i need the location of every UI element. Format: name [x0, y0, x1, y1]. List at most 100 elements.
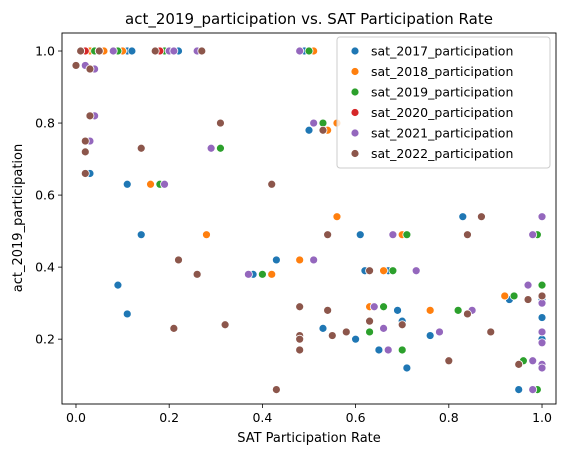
- point-sat-2021-participation-8: [169, 46, 179, 56]
- point-sat-2022-participation-2: [80, 136, 90, 146]
- point-sat-2017-participation-20: [355, 230, 365, 240]
- legend-label: sat_2021_participation: [371, 126, 513, 141]
- y-tick-label: 0.2: [35, 332, 55, 347]
- x-tick-label: 0.4: [252, 410, 272, 425]
- point-sat-2021-participation-11: [160, 179, 169, 189]
- point-sat-2021-participation-12: [206, 143, 216, 153]
- point-sat-2017-participation-6: [127, 46, 137, 56]
- legend-label: sat_2019_participation: [371, 85, 513, 100]
- point-sat-2022-participation-1: [76, 46, 86, 56]
- point-sat-2017-participation-24: [402, 363, 412, 373]
- point-sat-2022-participation-25: [327, 331, 337, 340]
- point-sat-2019-participation-10: [379, 302, 388, 312]
- point-sat-2018-participation-8: [295, 255, 305, 265]
- point-sat-2021-participation-21: [411, 266, 421, 276]
- point-sat-2018-participation-5: [146, 179, 155, 189]
- y-axis-label: act_2019_participation: [11, 144, 26, 292]
- point-sat-2021-participation-18: [379, 323, 388, 333]
- point-sat-2022-participation-4: [80, 169, 90, 178]
- point-sat-2022-participation-12: [174, 255, 183, 265]
- point-sat-2022-participation-8: [150, 46, 160, 56]
- point-sat-2022-participation-7: [94, 46, 104, 56]
- point-sat-2017-participation-16: [271, 255, 281, 265]
- point-sat-2022-participation-15: [220, 320, 230, 330]
- legend-marker: [350, 149, 360, 158]
- legend: sat_2017_participation sat_2018_participa…: [336, 36, 551, 169]
- point-sat-2022-participation-5: [85, 111, 95, 121]
- point-sat-2019-participation-9: [365, 327, 374, 337]
- point-sat-2017-participation-12: [113, 280, 123, 290]
- x-tick-label: 0.6: [346, 410, 366, 425]
- point-sat-2019-participation-13: [402, 230, 412, 240]
- legend-marker: [350, 108, 360, 117]
- point-sat-2021-participation-30: [537, 327, 547, 337]
- point-sat-2022-participation-11: [216, 118, 225, 128]
- point-sat-2021-participation-25: [523, 280, 533, 290]
- point-sat-2022-participation-30: [444, 356, 454, 366]
- point-sat-2022-participation-24: [323, 305, 333, 315]
- data-points: [71, 46, 547, 394]
- point-sat-2017-participation-18: [351, 334, 361, 344]
- point-sat-2022-participation-22: [318, 125, 328, 135]
- point-sat-2022-participation-21: [295, 345, 305, 355]
- point-sat-2022-participation-37: [537, 291, 547, 301]
- point-sat-2022-participation-0: [71, 61, 81, 70]
- y-tick-label: 0.6: [35, 188, 55, 203]
- point-sat-2022-participation-16: [267, 179, 277, 189]
- point-sat-2019-participation-6: [216, 143, 225, 153]
- point-sat-2022-participation-35: [514, 359, 524, 369]
- point-sat-2022-participation-10: [136, 143, 146, 153]
- point-sat-2017-participation-22: [393, 305, 402, 315]
- point-sat-2022-participation-3: [80, 147, 90, 157]
- point-sat-2021-participation-15: [309, 118, 319, 128]
- legend-marker: [350, 128, 360, 138]
- point-sat-2021-participation-28: [537, 212, 547, 222]
- point-sat-2019-participation-19: [537, 280, 547, 290]
- point-sat-2017-participation-17: [318, 323, 328, 333]
- point-sat-2017-participation-14: [304, 125, 314, 135]
- point-sat-2022-participation-27: [365, 266, 374, 276]
- legend-marker: [350, 87, 360, 97]
- point-sat-2019-participation-7: [257, 269, 267, 279]
- point-sat-2021-participation-33: [537, 363, 547, 373]
- x-axis-label: SAT Participation Rate: [237, 431, 381, 446]
- point-sat-2021-participation-14: [309, 255, 319, 265]
- point-sat-2021-participation-27: [528, 385, 538, 394]
- point-sat-2022-participation-32: [463, 309, 472, 319]
- plot-frame: [61, 32, 557, 405]
- point-sat-2022-participation-20: [295, 334, 305, 344]
- y-tick-label: 0.4: [35, 260, 55, 275]
- point-sat-2017-participation-21: [374, 345, 384, 355]
- point-sat-2017-participation-33: [537, 313, 547, 322]
- x-tick-label: 1.0: [532, 410, 552, 425]
- point-sat-2022-participation-36: [523, 295, 533, 304]
- point-sat-2019-participation-4: [304, 46, 314, 56]
- point-sat-2018-participation-16: [500, 291, 510, 301]
- point-sat-2022-participation-34: [486, 327, 496, 337]
- point-sat-2022-participation-33: [477, 212, 486, 222]
- y-tick-label: 0.8: [35, 116, 55, 131]
- point-sat-2021-participation-26: [528, 356, 538, 366]
- legend-frame: [336, 36, 551, 169]
- x-tick-label: 0.0: [66, 410, 86, 425]
- point-sat-2022-participation-13: [192, 269, 202, 279]
- point-sat-2018-participation-13: [379, 266, 388, 276]
- point-sat-2021-participation-31: [537, 338, 547, 348]
- point-sat-2019-participation-11: [388, 266, 398, 276]
- point-sat-2022-participation-14: [169, 323, 179, 333]
- point-sat-2022-participation-26: [341, 327, 351, 337]
- point-sat-2022-participation-29: [397, 320, 407, 330]
- point-sat-2017-participation-11: [136, 230, 146, 240]
- point-sat-2017-participation-10: [122, 179, 132, 189]
- point-sat-2022-participation-23: [323, 230, 333, 240]
- legend-label: sat_2022_participation: [371, 146, 513, 161]
- point-sat-2019-participation-14: [453, 305, 463, 315]
- point-sat-2021-participation-6: [108, 46, 118, 56]
- point-sat-2018-participation-7: [267, 269, 277, 279]
- point-sat-2022-participation-28: [365, 316, 374, 326]
- point-sat-2017-participation-27: [458, 212, 468, 222]
- point-sat-2021-participation-20: [388, 230, 398, 240]
- x-tick-label: 0.8: [439, 410, 459, 425]
- x-tick-label: 0.2: [159, 410, 179, 425]
- point-sat-2022-participation-18: [295, 302, 305, 312]
